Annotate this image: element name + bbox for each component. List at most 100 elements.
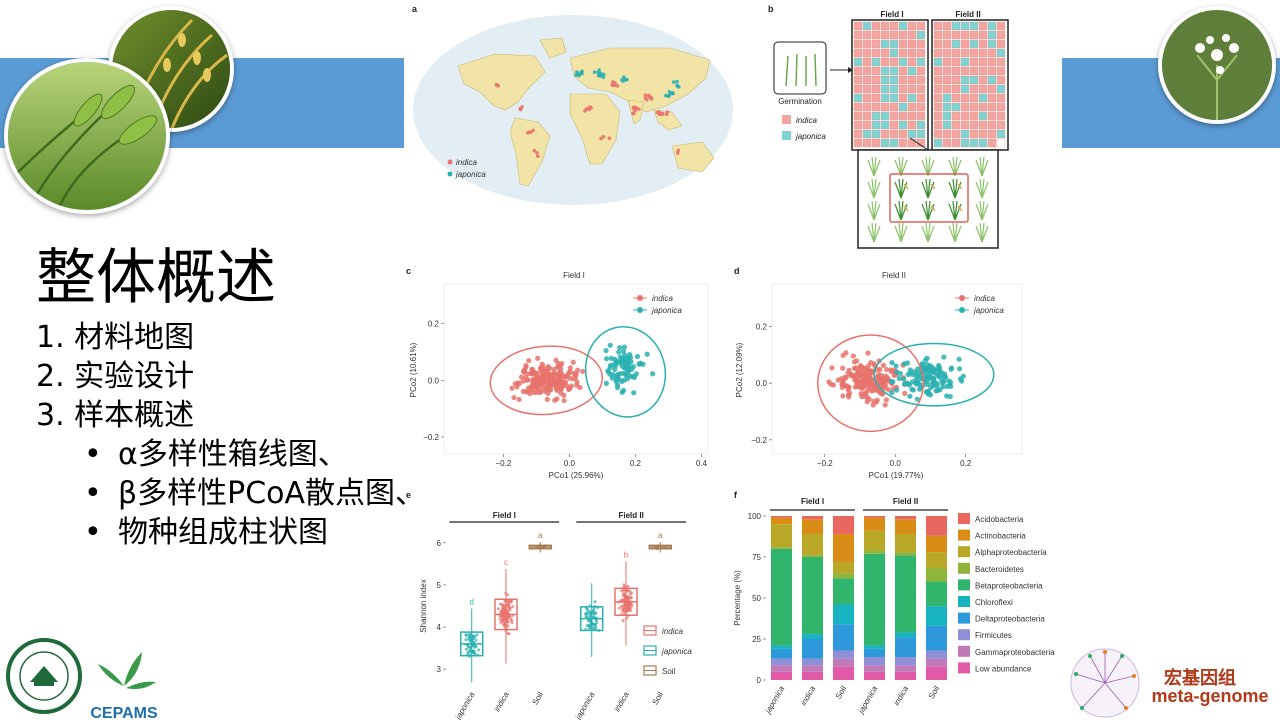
pcoa-point <box>534 386 540 392</box>
field-plot-cell <box>862 138 872 148</box>
field-plot-cell <box>862 102 872 112</box>
field-plot-cell <box>942 102 952 112</box>
rice-photo <box>108 6 234 132</box>
field-plot-cell <box>853 138 863 148</box>
pcoa-point <box>527 391 533 397</box>
field-plot-cell <box>960 75 970 85</box>
composition-bar-segment <box>770 524 793 548</box>
zoom-plant-leaf <box>927 222 931 243</box>
map-point <box>667 94 671 98</box>
pcoa-point <box>897 370 904 377</box>
zoom-plant-leaf <box>925 200 929 221</box>
zoom-plant-leaf <box>898 156 902 177</box>
field-plot-cell <box>862 21 872 31</box>
pcoa-point <box>956 366 963 372</box>
pcoa-point <box>603 347 609 354</box>
pcoa-point <box>889 390 895 396</box>
zoom-plant-leaf <box>900 222 904 243</box>
composition-bar-segment <box>863 665 886 672</box>
panel-e-letter: e <box>406 490 412 500</box>
pcoa-point <box>509 385 515 391</box>
chart-f-y-tick-label: 25 <box>752 635 761 644</box>
map-point <box>620 78 624 82</box>
pcoa-point <box>860 383 866 389</box>
field-plot-cell <box>898 66 908 76</box>
pcoa-point <box>538 378 544 384</box>
zoom-plant-leaf <box>954 178 958 199</box>
pcoa-point <box>551 371 557 377</box>
pcoa-point <box>828 381 834 387</box>
zoom-plant-leaf <box>981 203 989 221</box>
shannon-sample-point <box>621 619 625 623</box>
zoom-plant-leaf <box>981 200 985 221</box>
shannon-sample-point <box>475 633 479 637</box>
shannon-sample-point <box>474 638 478 642</box>
pcoa-point <box>621 344 628 350</box>
field-plot-cell <box>996 75 1006 85</box>
pcoa-point <box>888 367 894 373</box>
field-plot-cell <box>951 84 961 94</box>
shannon-sample-point <box>508 608 512 612</box>
zoom-plant-leaf <box>873 203 881 221</box>
field-plot-cell <box>880 48 890 58</box>
field-plot-cell <box>996 93 1006 103</box>
chart-f-legend-label: Bacteroidetes <box>975 565 1024 574</box>
map-point <box>655 110 660 115</box>
zoom-plant-leaf <box>900 156 904 177</box>
shannon-sample-point <box>473 645 477 649</box>
pcoa-point <box>644 351 650 357</box>
arabidopsis-photo <box>1158 6 1276 124</box>
field-plot-cell <box>898 93 908 103</box>
chart-f-legend-swatch <box>958 629 970 641</box>
pcoa-point <box>893 363 899 369</box>
field-plot-cell <box>996 66 1006 76</box>
pcoa-point <box>877 366 883 373</box>
composition-bar-segment <box>894 637 917 658</box>
map-point <box>575 70 579 74</box>
field-plot-cell <box>996 84 1006 94</box>
chart-f-legend-label: Actinobacteria <box>975 532 1026 541</box>
field-plot-cell <box>969 21 979 31</box>
zoom-plant-leaf <box>900 200 904 221</box>
pcoa-point <box>914 396 920 402</box>
pcoa-point <box>566 386 572 393</box>
field-plot-cell <box>898 111 908 121</box>
pcoa-point <box>879 377 885 383</box>
field-i-plot-grid <box>851 19 929 151</box>
zoom-plant-panicle <box>930 183 936 190</box>
field-plot-cell <box>889 39 899 49</box>
field-plot-cell <box>871 48 881 58</box>
pcoa-point <box>840 393 846 399</box>
field-plot-cell <box>933 21 943 31</box>
field-plot-cell <box>996 102 1006 112</box>
composition-bar-segment <box>925 666 948 680</box>
zoom-plant-leaf <box>921 225 929 243</box>
field-plot-cell <box>862 111 872 121</box>
zoom-plant-leaf <box>894 181 902 199</box>
map-point <box>631 111 636 116</box>
cepams-logo: CEPAMS <box>90 652 158 720</box>
field-plot-cell <box>942 21 952 31</box>
field-plot-cell <box>871 30 881 40</box>
field-plot-cell <box>853 102 863 112</box>
composition-bar-segment <box>832 534 855 562</box>
shannon-sample-point <box>506 593 510 597</box>
cepams-label: CEPAMS <box>90 705 158 720</box>
field-plot-cell <box>880 111 890 121</box>
pcoa-y-tick-label: −0.2 <box>751 436 767 445</box>
slide-title: 整体概述 <box>36 243 276 313</box>
zoom-plant-leaf <box>871 200 875 221</box>
map-point <box>536 154 540 158</box>
field-plot-cell <box>871 129 881 139</box>
pcoa-point <box>850 353 856 359</box>
pcoa-point <box>884 366 890 373</box>
zoom-plant-leaf <box>954 200 958 221</box>
field-plot-cell <box>987 129 997 139</box>
pcoa-confidence-ellipse <box>873 342 995 407</box>
field-plot-cell <box>951 75 961 85</box>
field-plot-cell <box>853 120 863 130</box>
chart-c-legend-indica: indica <box>652 294 673 303</box>
field-plot-cell <box>978 75 988 85</box>
zoom-plant-leaf <box>954 203 962 221</box>
field-plot-cell <box>889 129 899 139</box>
